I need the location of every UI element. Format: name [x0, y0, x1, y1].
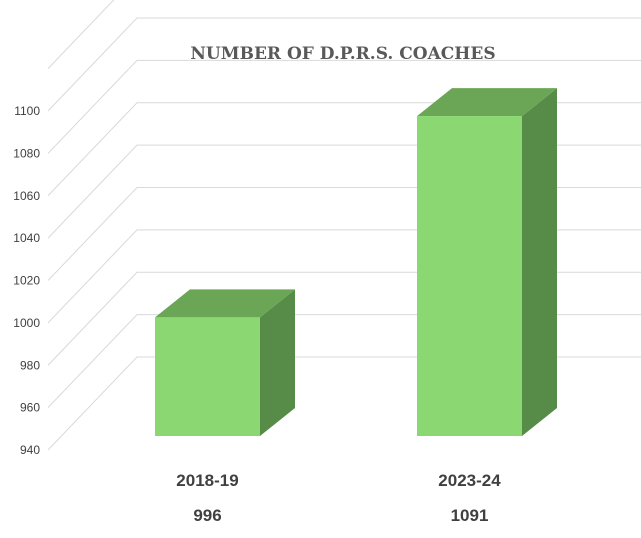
gridline — [47, 17, 641, 112]
y-tick-label: 980 — [20, 358, 40, 372]
category-label: 2023-24 — [438, 471, 501, 490]
y-tick-label: 1040 — [13, 231, 40, 245]
bar-2023-24 — [417, 88, 557, 436]
gridline — [47, 0, 115, 69]
bar-front — [155, 317, 260, 436]
y-tick-label: 1000 — [13, 316, 40, 330]
y-tick-label: 1080 — [13, 146, 40, 160]
value-label: 1091 — [451, 506, 489, 525]
bar-side — [260, 289, 295, 436]
bar-side — [522, 88, 557, 436]
y-tick-label: 960 — [20, 401, 40, 415]
y-axis-ticks: 940 960 980 1000 1020 1040 1060 1080 1100 — [13, 104, 40, 457]
bar-2018-19 — [155, 289, 295, 436]
bar-top — [417, 88, 557, 117]
bar-front — [417, 116, 522, 436]
bars — [155, 88, 557, 436]
value-label: 996 — [193, 506, 221, 525]
gridlines — [47, 0, 641, 451]
y-tick-label: 1060 — [13, 189, 40, 203]
gridline — [47, 59, 641, 154]
y-tick-label: 1100 — [14, 104, 40, 118]
category-label: 2018-19 — [176, 471, 238, 490]
category-labels: 2018-19 996 2023-24 1091 — [176, 471, 501, 525]
y-tick-label: 940 — [20, 443, 40, 457]
bar-top — [155, 289, 295, 318]
y-tick-label: 1020 — [13, 274, 40, 288]
chart-title: NUMBER OF D.P.R.S. COACHES — [190, 44, 495, 64]
